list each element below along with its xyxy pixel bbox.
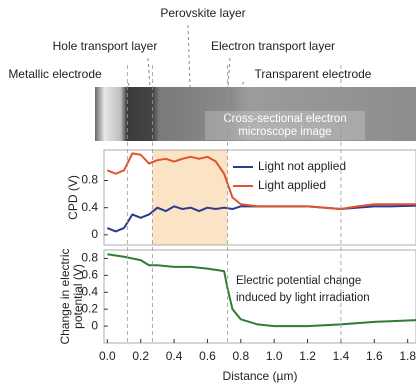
annotation: induced by light irradiation	[236, 292, 370, 304]
x-tick-label: 1.8	[399, 349, 416, 363]
figure: Cross-sectional electron microscope imag…	[0, 0, 416, 385]
x-tick-label: 1.2	[299, 349, 316, 363]
legend-label: Light applied	[258, 178, 326, 192]
layer-label: Perovskite layer	[160, 6, 245, 20]
y-tick-label: 0.4	[81, 200, 98, 214]
data-line	[107, 254, 416, 326]
x-tick-label: 0.6	[199, 349, 216, 363]
annotation: Electric potential change	[236, 275, 361, 287]
y-axis-title: potential (V)	[71, 264, 85, 329]
y-tick-label: 0	[91, 227, 98, 241]
y-tick-label: 0	[91, 318, 98, 332]
shaded-region	[152, 150, 227, 245]
y-axis-title: Change in electric	[58, 248, 72, 344]
x-tick-label: 1.0	[266, 349, 283, 363]
x-tick-label: 0.0	[99, 349, 116, 363]
x-tick-label: 1.6	[366, 349, 383, 363]
legend-label: Light not applied	[258, 159, 346, 173]
y-tick-label: 0.8	[81, 251, 98, 265]
image-caption: microscope image	[238, 126, 331, 138]
layer-label: Electron transport layer	[211, 39, 335, 53]
image-caption: Cross-sectional electron	[223, 113, 346, 125]
x-tick-label: 1.4	[333, 349, 350, 363]
x-tick-label: 0.8	[232, 349, 249, 363]
x-tick-label: 0.2	[132, 349, 149, 363]
pointer-lines	[128, 25, 244, 87]
layer-label: Hole transport layer	[53, 39, 158, 53]
layer-label: Transparent electrode	[255, 67, 372, 81]
x-tick-label: 0.4	[166, 349, 183, 363]
y-axis-title: CPD (V)	[66, 175, 80, 220]
layer-label: Metallic electrode	[8, 67, 102, 81]
y-tick-label: 0.8	[81, 173, 98, 187]
x-axis-title: Distance (µm)	[223, 369, 298, 383]
